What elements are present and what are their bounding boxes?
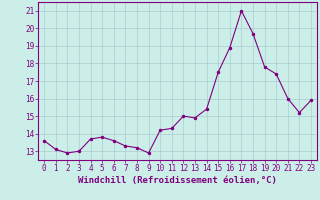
X-axis label: Windchill (Refroidissement éolien,°C): Windchill (Refroidissement éolien,°C) bbox=[78, 176, 277, 185]
